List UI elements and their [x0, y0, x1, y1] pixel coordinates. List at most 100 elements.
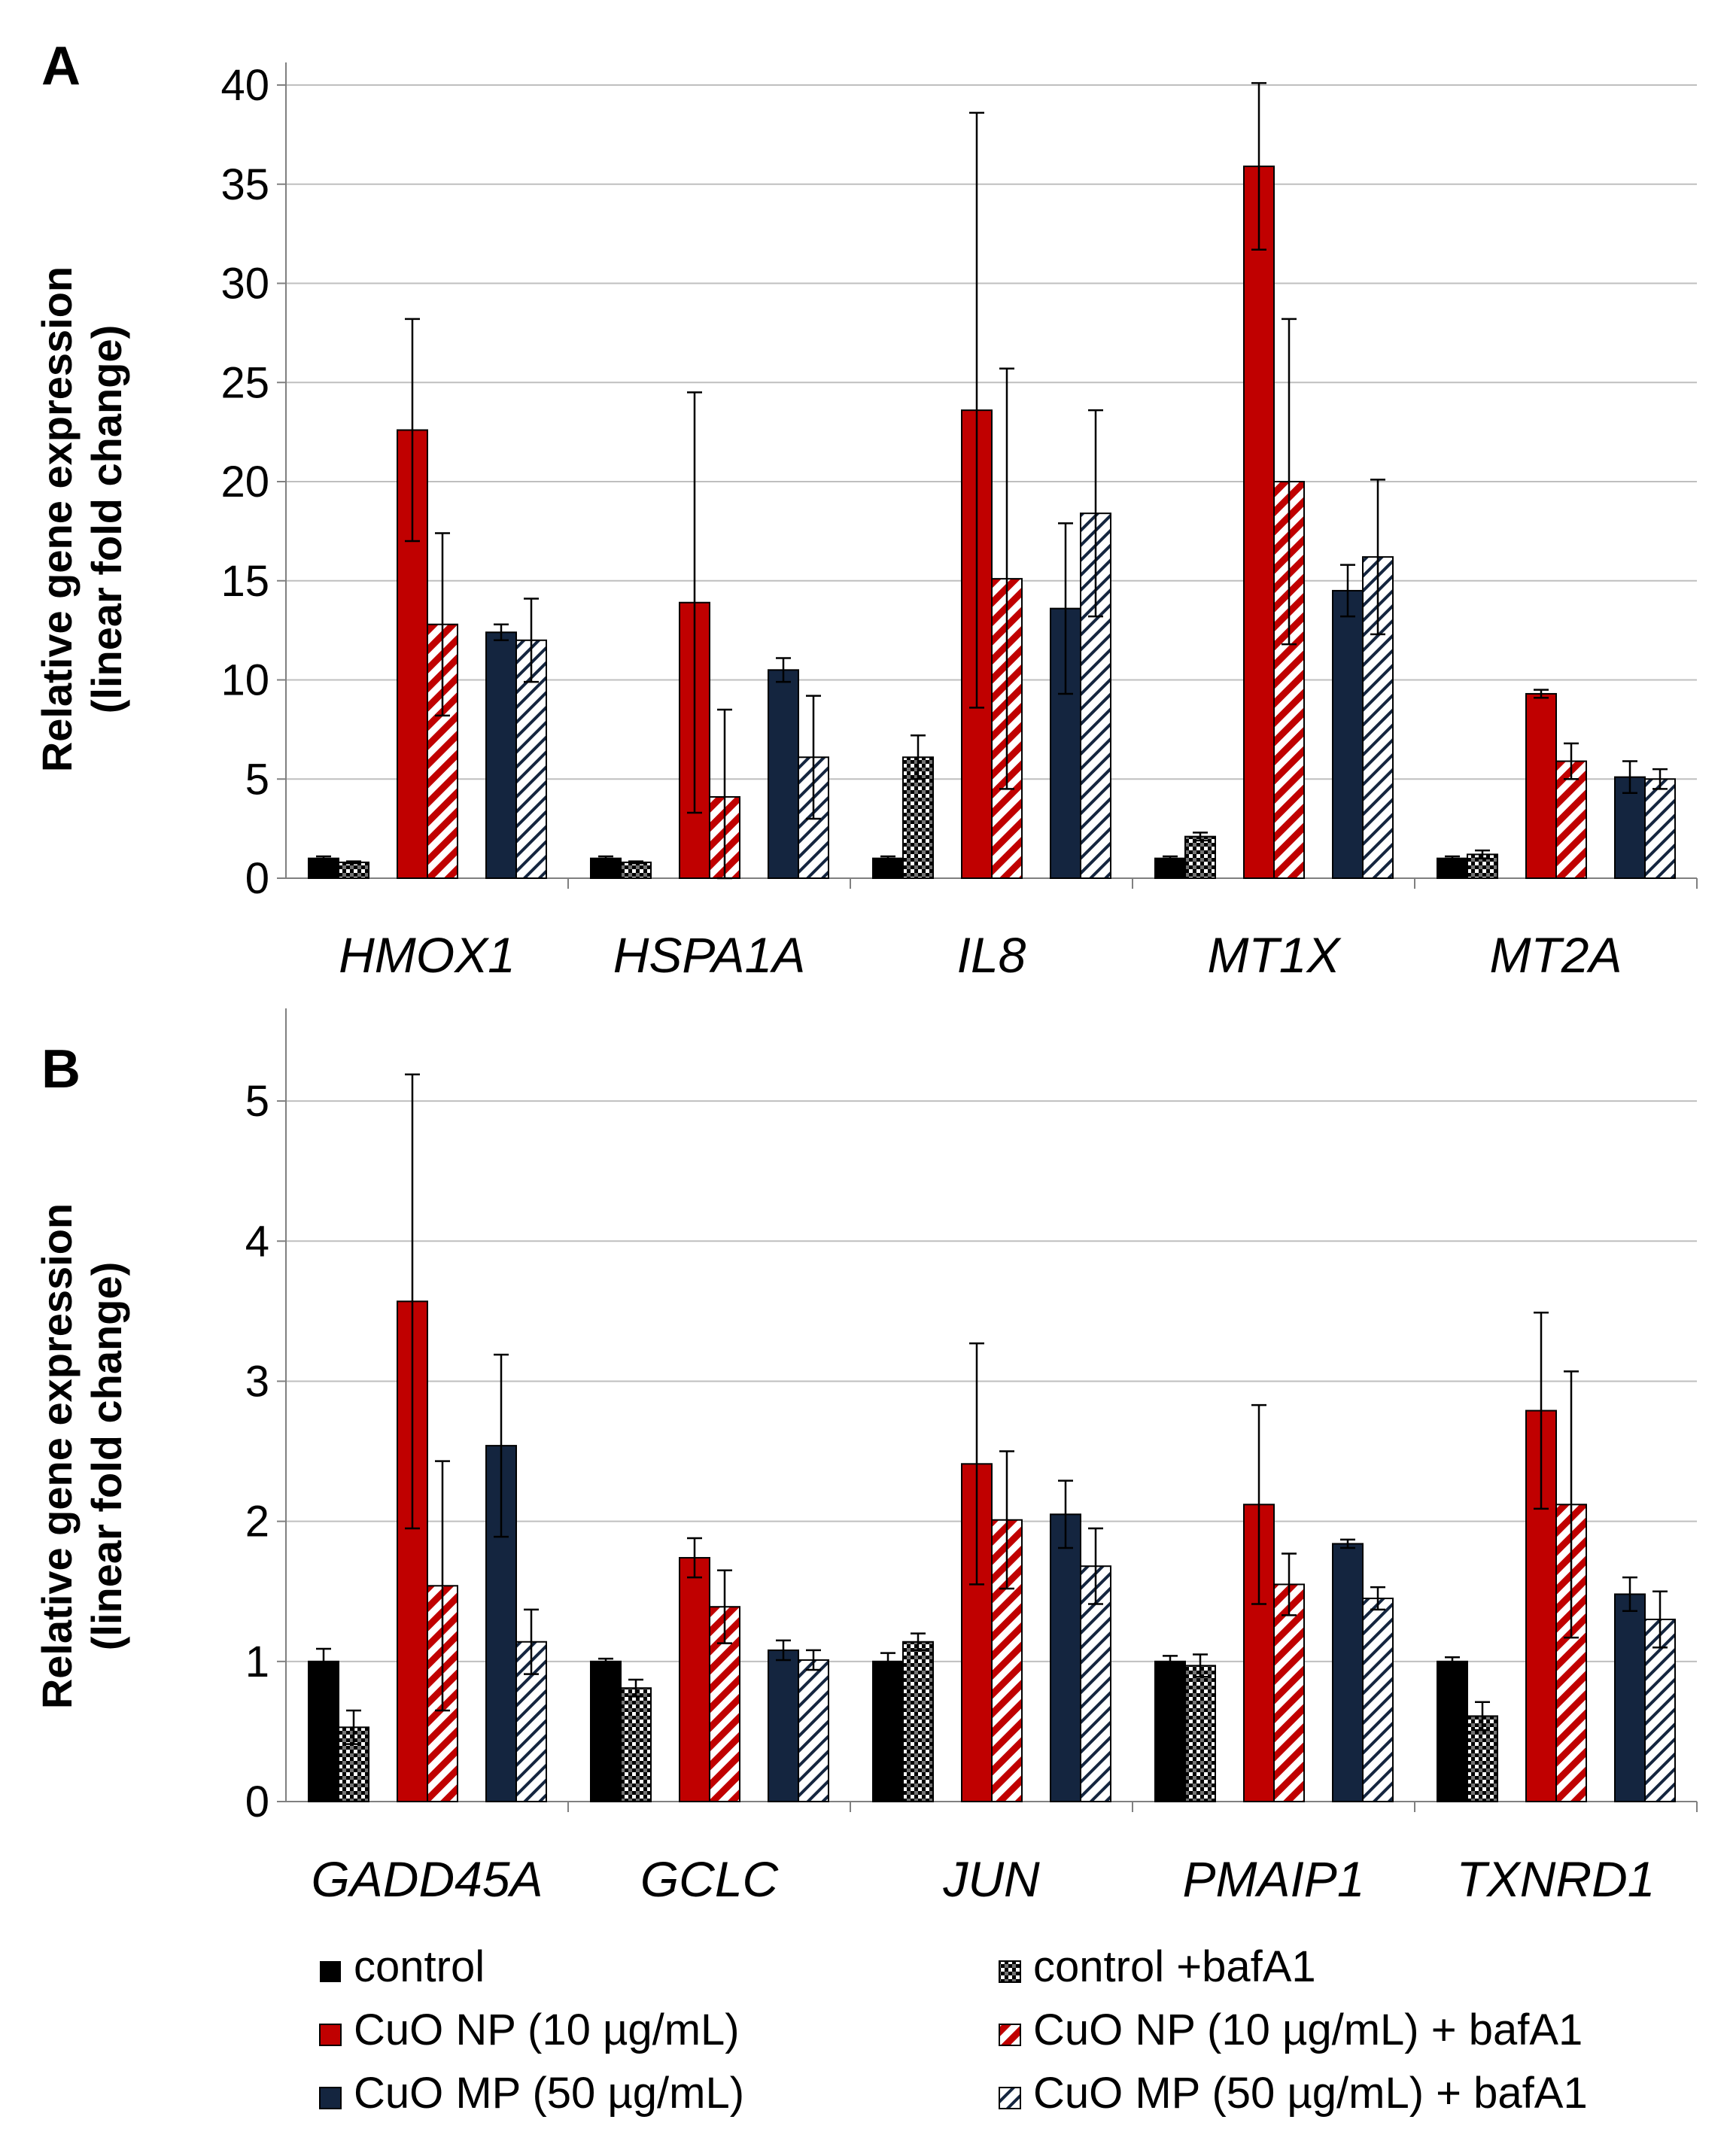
panel-a-errorbar-mt1x-cuo-np-10-g-ml-bafa1 [1282, 318, 1297, 646]
legend-swatch-mp [319, 2087, 342, 2109]
panel-a-errorbar-hspa1a-cuo-np-10-g-ml [687, 391, 702, 814]
panel-b-category-label-jun: JUN [942, 1851, 1040, 1907]
legend-label-mp: CuO MP (50 µg/mL) [354, 2069, 744, 2118]
legend-swatch-control-bafa1 [999, 1960, 1021, 1983]
panel-a-errorbar-il8-cuo-mp-50-g-ml [1058, 522, 1073, 695]
panel-b-errorbar-jun-cuo-np-10-g-ml-bafa1 [999, 1450, 1014, 1590]
panel-b-errorbar-gadd45a-cuo-np-10-g-ml-bafa1 [435, 1460, 450, 1712]
panel-b-errorbar-pmaip1-control [1163, 1655, 1178, 1668]
panel-b-errorbar-gadd45a-control [316, 1647, 331, 1675]
panel-a-ytick-label: 30 [220, 260, 269, 309]
panel-b-ylabel: Relative gene expression (linear fold ch… [33, 1203, 130, 1709]
panel-a-errorbar-hmox1-control-bafa1 [346, 860, 361, 865]
legend-swatch-mp-bafa1 [999, 2087, 1021, 2109]
panel-b-errorbar-jun-control [880, 1652, 895, 1671]
legend-label-np: CuO NP (10 µg/mL) [354, 2005, 740, 2054]
panel-b-bar-jun-control-bafa1 [902, 1641, 934, 1802]
panel-a-ytick-label: 10 [220, 656, 269, 705]
panel-b-errorbar-pmaip1-cuo-mp-50-g-ml-bafa1 [1370, 1586, 1385, 1611]
panel-b-ytick-label: 5 [245, 1077, 269, 1126]
panel-a-errorbar-mt1x-cuo-np-10-g-ml [1251, 82, 1266, 251]
panel-a-ylabel-line2: (linear fold change) [83, 325, 130, 714]
legend-label-control-bafa1: control +bafA1 [1033, 1942, 1316, 1991]
legend-swatch-control [320, 1961, 341, 1982]
panel-a-errorbar-mt2a-control-bafa1 [1475, 849, 1490, 859]
panel-a-errorbar-mt2a-cuo-np-10-g-ml [1534, 689, 1549, 699]
panel-a-errorbar-mt2a-control [1445, 855, 1460, 862]
panel-b-bar-pmaip1-cuo-mp-50-g-ml-bafa1 [1362, 1598, 1394, 1802]
panel-a-errorbar-hmox1-cuo-mp-50-g-ml [494, 623, 509, 642]
panel-b-category-label-gadd45a: GADD45A [311, 1851, 543, 1907]
legend-item-np-bafa1: CuO NP (10 µg/mL) + bafA1 [999, 2005, 1583, 2054]
panel-b-bar-gadd45a-control [308, 1660, 339, 1802]
panel-a-bar-hmox1-cuo-mp-50-g-ml [485, 631, 517, 879]
panel-a-errorbar-mt2a-cuo-np-10-g-ml-bafa1 [1564, 742, 1579, 780]
panel-a-errorbar-mt2a-cuo-mp-50-g-ml-bafa1 [1652, 768, 1668, 790]
panel-b-ytick-label: 0 [245, 1777, 269, 1826]
panel-a-bar-hspa1a-control-bafa1 [620, 861, 652, 880]
panel-b-errorbar-pmaip1-control-bafa1 [1193, 1653, 1208, 1678]
panel-a-ytick-label: 15 [220, 557, 269, 606]
panel-b-bar-gclc-control [590, 1660, 622, 1802]
legend-swatch-np [319, 2024, 342, 2046]
legend-label-mp-bafa1: CuO MP (50 µg/mL) + bafA1 [1033, 2069, 1588, 2118]
panel-b-bar-jun-cuo-mp-50-g-ml [1050, 1513, 1081, 1802]
panel-a-bar-mt1x-control-bafa1 [1184, 835, 1216, 880]
panel-b-bar-gclc-cuo-mp-50-g-ml [768, 1649, 799, 1802]
panel-b-bar-gclc-control-bafa1 [620, 1687, 652, 1802]
panel-a-category-label-hspa1a: HSPA1A [613, 927, 806, 983]
panel-b-bar-pmaip1-control-bafa1 [1184, 1665, 1216, 1802]
panel-a-errorbar-il8-control [880, 855, 895, 862]
panel-b-letter: B [41, 1039, 81, 1099]
panel-b-errorbar-gclc-control [598, 1657, 613, 1665]
panel-a-errorbar-hmox1-cuo-np-10-g-ml-bafa1 [435, 532, 450, 717]
panel-b-category-label-gclc: GCLC [640, 1851, 780, 1907]
panel-b-errorbar-jun-cuo-mp-50-g-ml-bafa1 [1088, 1527, 1103, 1605]
panel-a-category-label-mt1x: MT1X [1207, 927, 1342, 983]
panel-b-errorbar-pmaip1-cuo-mp-50-g-ml [1340, 1538, 1355, 1549]
panel-b-bar-pmaip1-cuo-mp-50-g-ml [1332, 1543, 1364, 1803]
panel-a-plot: 0 5 10 15 20 25 30 35 40 HMOX1 HSPA1A IL8 MT1X MT2A [220, 61, 1698, 983]
panel-a-errorbar-hspa1a-control [598, 855, 613, 862]
panel-b-bar-pmaip1-cuo-np-10-g-ml-bafa1 [1273, 1583, 1305, 1803]
panel-a-errorbar-hmox1-cuo-mp-50-g-ml-bafa1 [524, 598, 539, 683]
panel-a-errorbar-mt1x-cuo-mp-50-g-ml [1340, 564, 1355, 618]
panel-a-ytick-label: 40 [220, 61, 269, 110]
panel-a-ytick-label: 20 [220, 458, 269, 506]
panel-b-category-label-pmaip1: PMAIP1 [1182, 1851, 1364, 1907]
panel-a-bar-mt2a-cuo-mp-50-g-ml-bafa1 [1644, 778, 1676, 879]
panel-b-errorbar-gadd45a-cuo-mp-50-g-ml [494, 1353, 509, 1538]
panel-a-errorbar-il8-control-bafa1 [911, 734, 926, 780]
panel-b-errorbar-gclc-cuo-np-10-g-ml [687, 1537, 702, 1579]
panel-a: A Relative gene expression (linear fold … [33, 36, 1698, 983]
panel-b-errorbar-gclc-cuo-mp-50-g-ml [776, 1639, 791, 1662]
panel-a-bar-mt2a-cuo-np-10-g-ml-bafa1 [1555, 760, 1587, 879]
panel-a-errorbar-mt2a-cuo-mp-50-g-ml [1622, 760, 1637, 794]
panel-b-errorbar-pmaip1-cuo-np-10-g-ml-bafa1 [1282, 1552, 1297, 1616]
panel-a-errorbar-mt1x-control-bafa1 [1193, 832, 1208, 842]
panel-b-ytick-label: 2 [245, 1498, 269, 1546]
panel-a-bar-hspa1a-control [590, 857, 622, 880]
panel-b-bar-txnrd1-control [1437, 1660, 1468, 1802]
panel-b-errorbar-gadd45a-control-bafa1 [346, 1709, 361, 1745]
panel-b-errorbar-txnrd1-control [1445, 1656, 1460, 1667]
panel-b-errorbar-gclc-cuo-np-10-g-ml-bafa1 [717, 1569, 732, 1644]
panel-a-category-label-mt2a: MT2A [1489, 927, 1622, 983]
legend-item-mp: CuO MP (50 µg/mL) [319, 2069, 744, 2118]
legend-item-np: CuO NP (10 µg/mL) [319, 2005, 740, 2054]
panel-a-errorbar-il8-cuo-np-10-g-ml [969, 111, 984, 709]
panel-a-bar-mt1x-control [1154, 857, 1186, 880]
panel-a-category-label-il8: IL8 [957, 927, 1026, 983]
panel-a-ylabel-line1: Relative gene expression [33, 266, 81, 772]
panel-a-category-label-hmox1: HMOX1 [339, 927, 515, 983]
panel-a-errorbar-mt1x-cuo-mp-50-g-ml-bafa1 [1370, 479, 1385, 636]
panel-a-errorbar-hspa1a-cuo-mp-50-g-ml [776, 657, 791, 683]
panel-b-errorbar-txnrd1-cuo-mp-50-g-ml-bafa1 [1652, 1590, 1668, 1649]
panel-a-ytick-label: 5 [245, 755, 269, 804]
panel-a-ytick-label: 35 [220, 160, 269, 209]
panel-a-ylabel: Relative gene expression (linear fold ch… [33, 266, 130, 772]
panel-a-ytick-label: 0 [245, 854, 269, 903]
panel-b-errorbar-gadd45a-cuo-mp-50-g-ml-bafa1 [524, 1608, 539, 1675]
panel-a-errorbar-il8-cuo-np-10-g-ml-bafa1 [999, 367, 1014, 790]
